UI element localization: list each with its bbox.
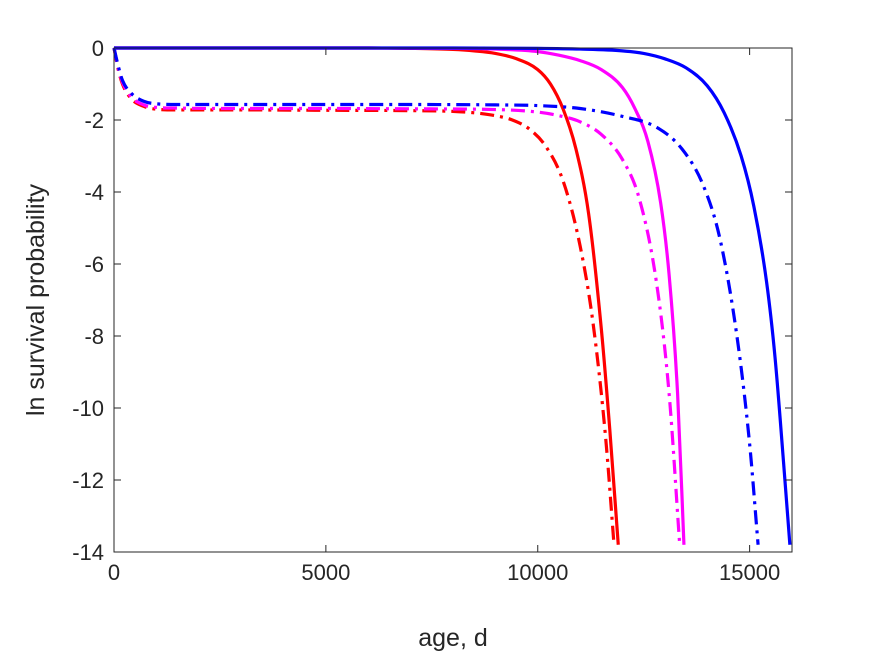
series-line-6 — [112, 47, 760, 545]
y-tick-label: -2 — [84, 108, 104, 133]
x-axis-label: age, d — [418, 624, 488, 652]
y-axis-label: ln survival probability — [22, 183, 50, 416]
x-axis-ticks: 0 5000 10000 15000 — [108, 48, 780, 585]
y-tick-label: 0 — [92, 36, 104, 61]
plot-frame — [113, 47, 793, 553]
plot-area — [114, 48, 792, 552]
y-tick-label: -10 — [72, 396, 104, 421]
x-tick-label: 10000 — [507, 560, 568, 585]
y-tick-label: -4 — [84, 180, 104, 205]
x-tick-label: 0 — [108, 560, 120, 585]
series-line-5 — [112, 47, 682, 545]
x-tick-label: 15000 — [719, 560, 780, 585]
y-tick-label: -6 — [84, 252, 104, 277]
x-tick-label: 5000 — [301, 560, 350, 585]
y-tick-label: -14 — [72, 540, 104, 565]
y-tick-label: -12 — [72, 468, 104, 493]
y-axis-ticks: 0 -2 -4 -6 -8 -10 -12 -14 — [72, 36, 792, 565]
y-tick-label: -8 — [84, 324, 104, 349]
